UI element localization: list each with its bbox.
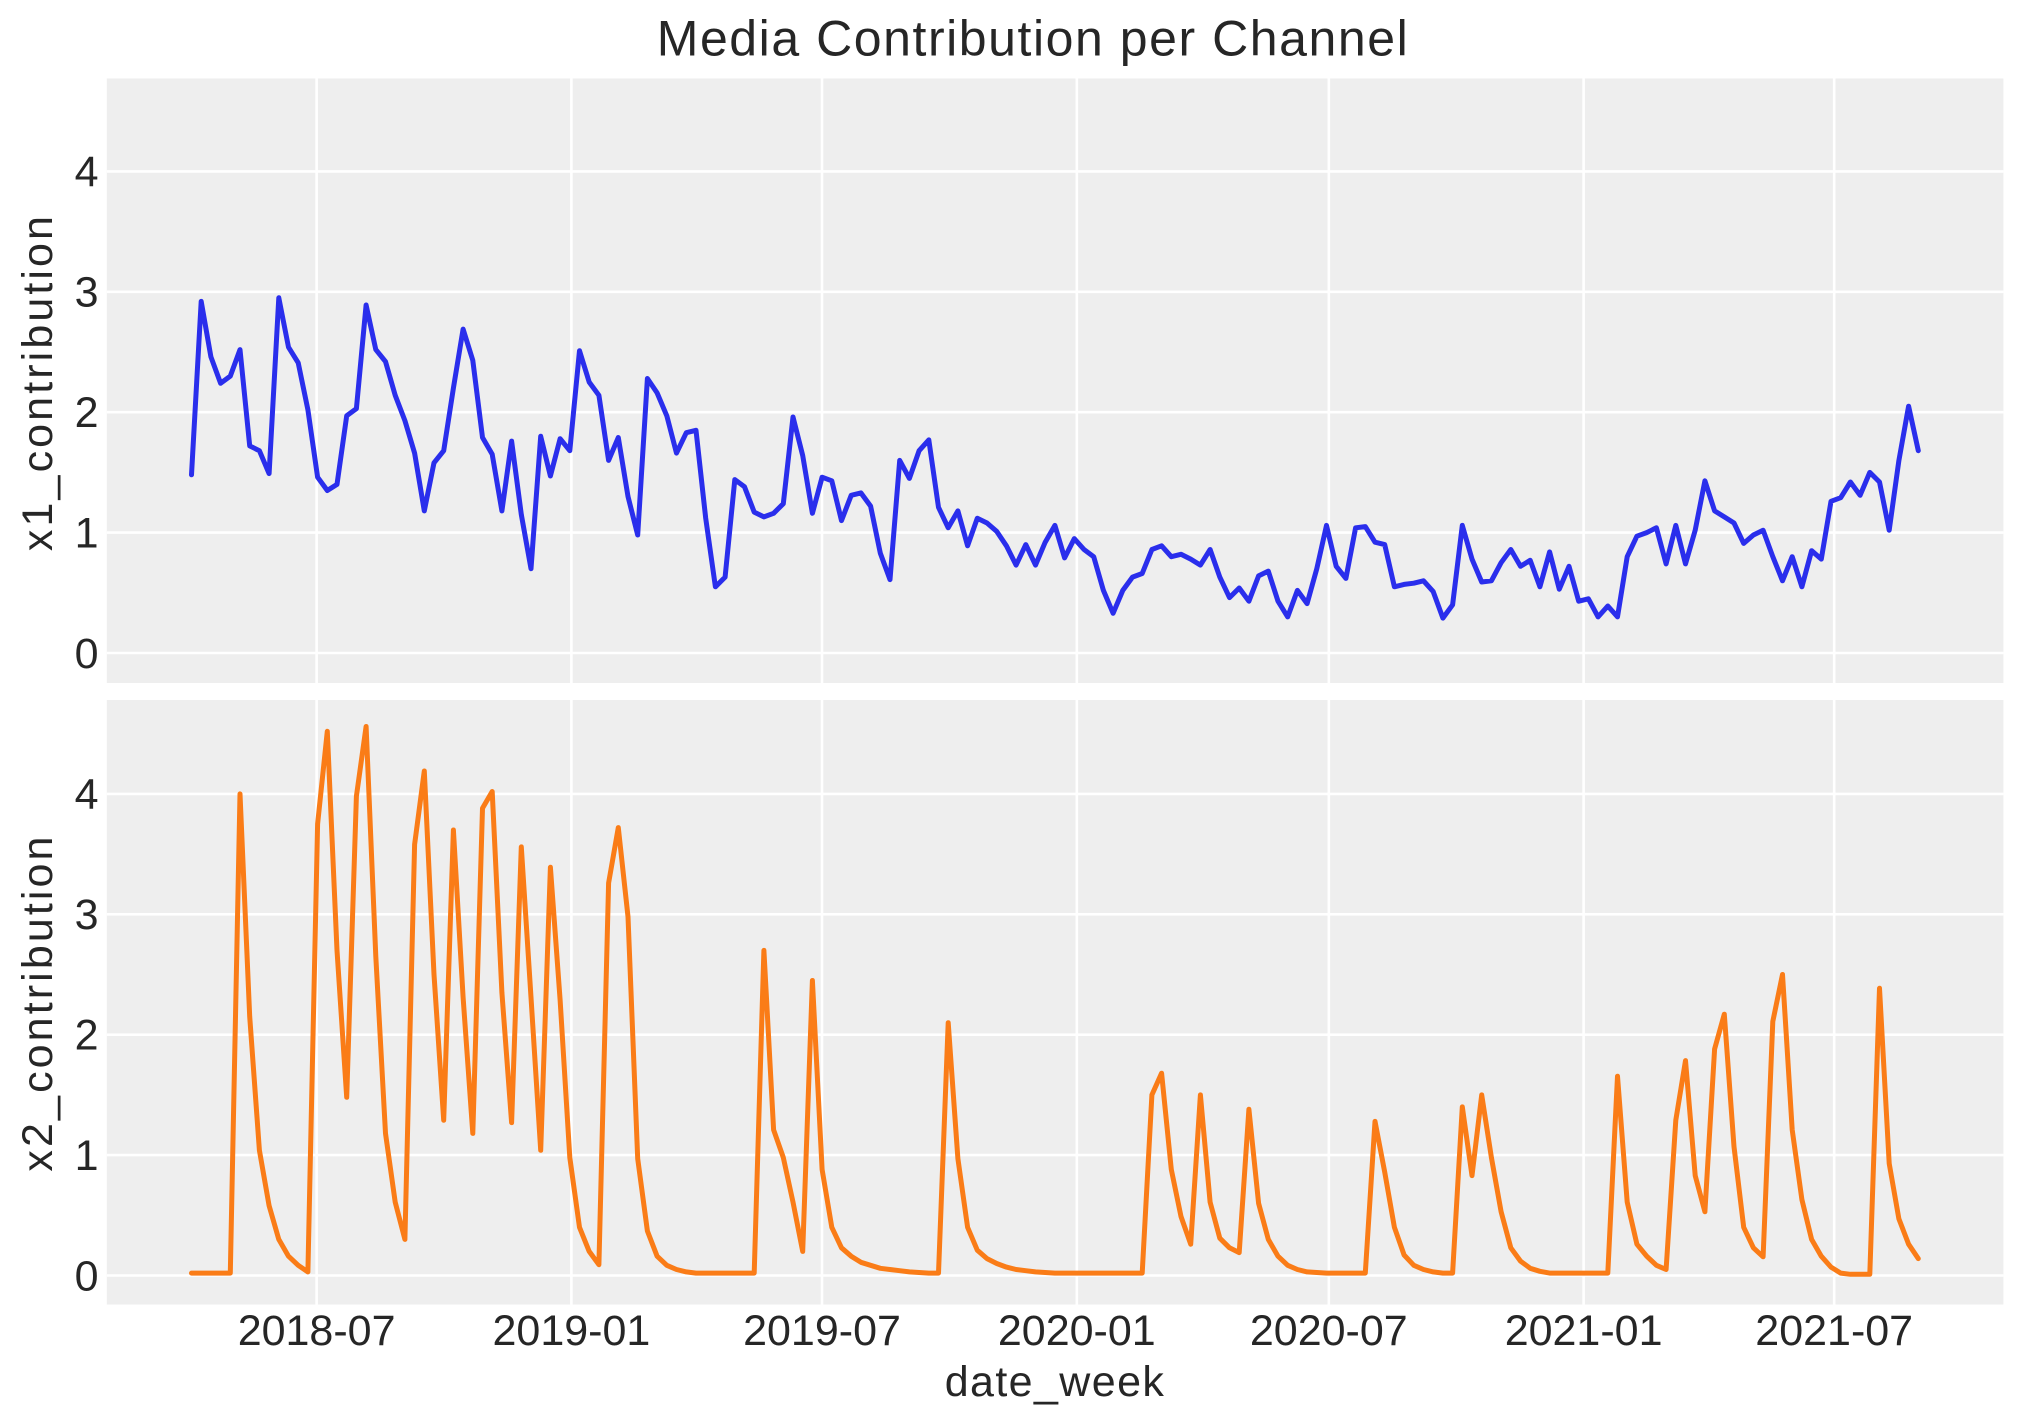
svg-text:0: 0 [75,630,99,678]
svg-text:2: 2 [75,1012,99,1060]
svg-text:3: 3 [75,891,99,939]
svg-text:2020-07: 2020-07 [1250,1307,1408,1355]
svg-text:2: 2 [75,389,99,437]
svg-text:1: 1 [75,509,99,557]
svg-text:2018-07: 2018-07 [238,1307,396,1355]
svg-text:4: 4 [75,771,99,819]
svg-text:2019-01: 2019-01 [492,1307,650,1355]
svg-text:2020-01: 2020-01 [998,1307,1156,1355]
svg-text:2019-07: 2019-07 [743,1307,901,1355]
svg-text:1: 1 [75,1132,99,1180]
svg-text:2021-07: 2021-07 [1755,1307,1913,1355]
svg-text:x2_contribution: x2_contribution [14,833,62,1171]
svg-text:2021-01: 2021-01 [1505,1307,1663,1355]
svg-text:0: 0 [75,1252,99,1300]
svg-text:x1_contribution: x1_contribution [14,213,62,551]
svg-text:Media Contribution per Channel: Media Contribution per Channel [657,11,1409,67]
svg-text:date_week: date_week [945,1358,1166,1406]
svg-text:4: 4 [75,148,99,196]
svg-text:3: 3 [75,269,99,317]
